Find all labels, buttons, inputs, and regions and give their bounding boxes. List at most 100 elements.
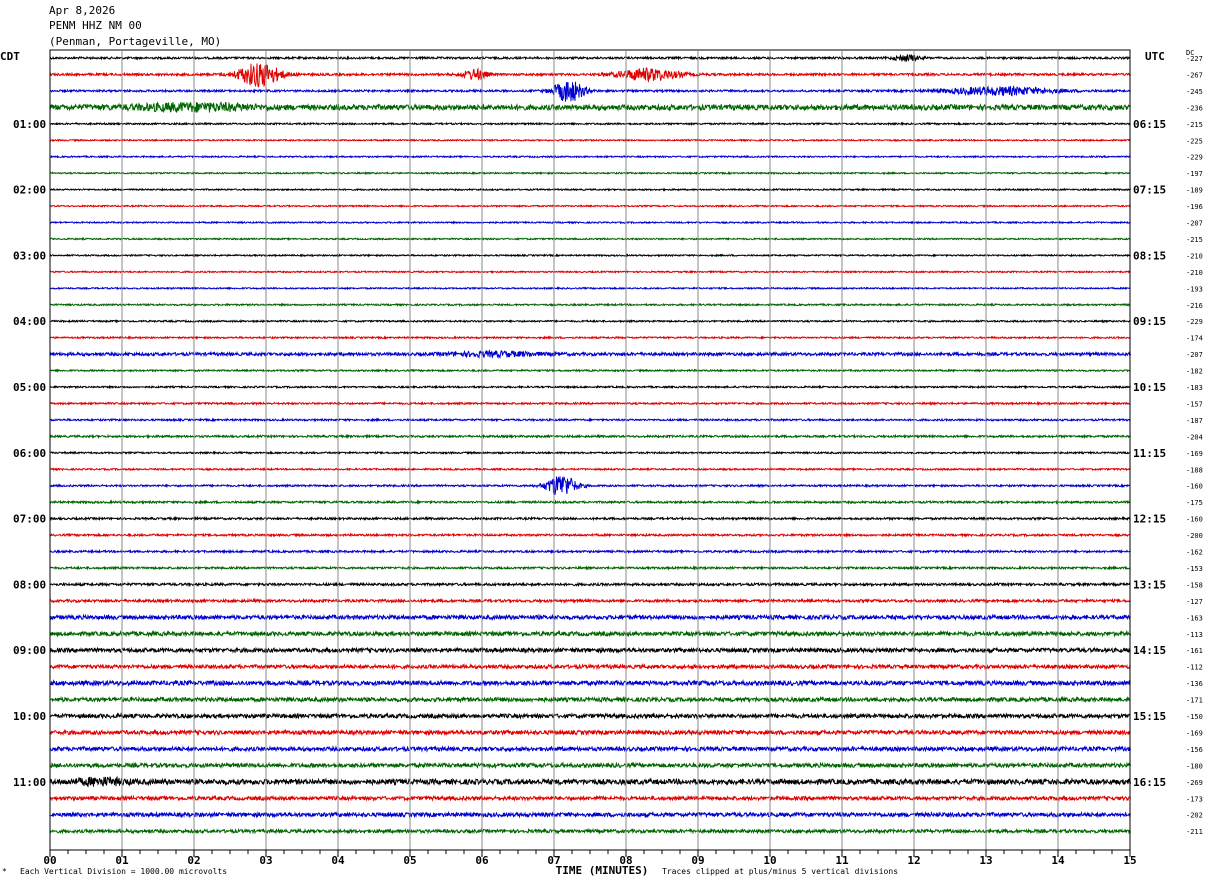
trace-row-7 [49,171,1131,176]
utc-hour-labels: 06:15 07:15 08:15 09:15 10:15 11:15 12:15 13:15… [1133,118,1166,789]
dc-offset-label: -157 [1186,400,1203,408]
x-tick-label: 09 [691,854,704,867]
utc-hour-label: 11:15 [1133,447,1166,460]
dc-offset-label: -196 [1186,203,1203,211]
date-label: Apr 8,2026 [49,4,116,17]
station-label: PENM HHZ NM 00 [49,19,142,32]
x-tick-label: 14 [1051,854,1065,867]
x-tick-label: 06 [475,854,489,867]
corner-mark: * [2,867,7,876]
x-tick-label: 05 [403,854,416,867]
dc-offset-label: -210 [1186,269,1203,277]
utc-hour-label: 10:15 [1133,381,1166,394]
trace-row-32 [49,581,1131,588]
trace-row-5 [49,138,1131,143]
trace-row-8 [49,187,1131,192]
trace-row-40 [49,712,1131,720]
utc-hour-label: 14:15 [1133,644,1166,657]
dc-offset-label: -160 [1186,516,1203,524]
trace-row-18 [49,349,1131,360]
trace-group [49,53,1131,835]
trace-row-23 [49,433,1131,440]
time-axis: 00 01 02 03 04 05 06 07 08 09 10 11 12 13 14 15 [43,849,1137,867]
trace-row-42 [49,744,1131,753]
trace-row-2 [49,81,1131,102]
utc-hour-label: 15:15 [1133,710,1166,723]
dc-offset-label: -187 [1186,417,1203,425]
dc-offset-label: -160 [1186,483,1203,491]
x-tick-label: 07 [547,854,560,867]
trace-row-10 [49,220,1131,225]
dc-offset-label: -113 [1186,631,1203,639]
cdt-hour-label: 05:00 [13,381,46,394]
trace-row-36 [49,646,1131,655]
utc-hour-label: 07:15 [1133,184,1166,197]
trace-row-35 [49,629,1131,638]
dc-offset-label: -207 [1186,351,1203,359]
trace-row-38 [49,678,1131,688]
cdt-hour-label: 06:00 [13,447,46,460]
dc-offset-label: -225 [1186,137,1203,145]
clip-note: Traces clipped at plus/minus 5 vertical … [662,867,899,876]
dc-offset-label: -112 [1186,664,1203,672]
dc-offset-label: -173 [1186,795,1203,803]
dc-offset-label: -156 [1186,746,1203,754]
dc-offset-label: -189 [1186,187,1203,195]
trace-row-29 [50,532,1131,538]
trace-row-22 [49,417,1131,423]
trace-row-16 [49,318,1131,324]
dc-offset-label: -269 [1186,779,1203,787]
utc-hour-label: 09:15 [1133,315,1166,328]
x-tick-label: 15 [1123,854,1136,867]
dc-offset-label: -207 [1186,220,1203,228]
dc-offset-label: -163 [1186,614,1203,622]
trace-row-26 [49,476,1131,495]
dc-offset-label: -245 [1186,88,1203,96]
trace-row-28 [49,515,1131,522]
dc-offset-label: -193 [1186,285,1203,293]
cdt-hour-label: 11:00 [13,776,46,789]
trace-row-39 [49,695,1131,704]
trace-row-31 [49,565,1131,571]
dc-offset-label: -188 [1186,466,1203,474]
utc-hour-label: 12:15 [1133,513,1166,526]
x-tick-label: 11 [835,854,849,867]
utc-hour-label: 08:15 [1133,249,1166,262]
x-tick-label: 13 [979,854,992,867]
cdt-hour-label: 02:00 [13,184,46,197]
x-tick-label: 03 [259,854,272,867]
dc-offset-label: -169 [1186,729,1203,737]
minute-grid [49,49,1131,851]
dc-offset-label: -211 [1186,828,1203,836]
trace-row-34 [49,613,1131,622]
cdt-hour-label: 04:00 [13,315,46,328]
dc-offset-label: -153 [1186,565,1203,573]
x-tick-label: 02 [187,854,200,867]
dc-offset-label: -204 [1186,433,1203,441]
utc-hour-label: 16:15 [1133,776,1166,789]
trace-row-43 [49,761,1131,770]
dc-offset-label: -216 [1186,302,1203,310]
dc-offset-label: -127 [1186,598,1203,606]
plot-frame [49,49,1131,851]
dc-offset-label: -169 [1186,450,1203,458]
trace-row-41 [49,728,1131,737]
dc-offset-label: -210 [1186,252,1203,260]
x-axis-title: TIME (MINUTES) [556,864,649,877]
trace-row-4 [49,121,1131,127]
dc-offset-label: -161 [1186,647,1203,655]
trace-row-33 [49,597,1131,605]
dc-offset-label: -200 [1186,532,1203,540]
trace-row-21 [49,400,1131,406]
trace-row-3 [49,101,1131,114]
x-tick-label: 08 [619,854,632,867]
trace-row-25 [49,466,1131,472]
trace-row-9 [49,204,1131,209]
dc-offset-label: -229 [1186,154,1203,162]
trace-row-19 [49,368,1131,373]
trace-row-13 [49,269,1131,274]
scale-note: Each Vertical Division = 1000.00 microvo… [20,867,228,876]
x-tick-label: 04 [331,854,345,867]
trace-row-12 [49,253,1131,258]
